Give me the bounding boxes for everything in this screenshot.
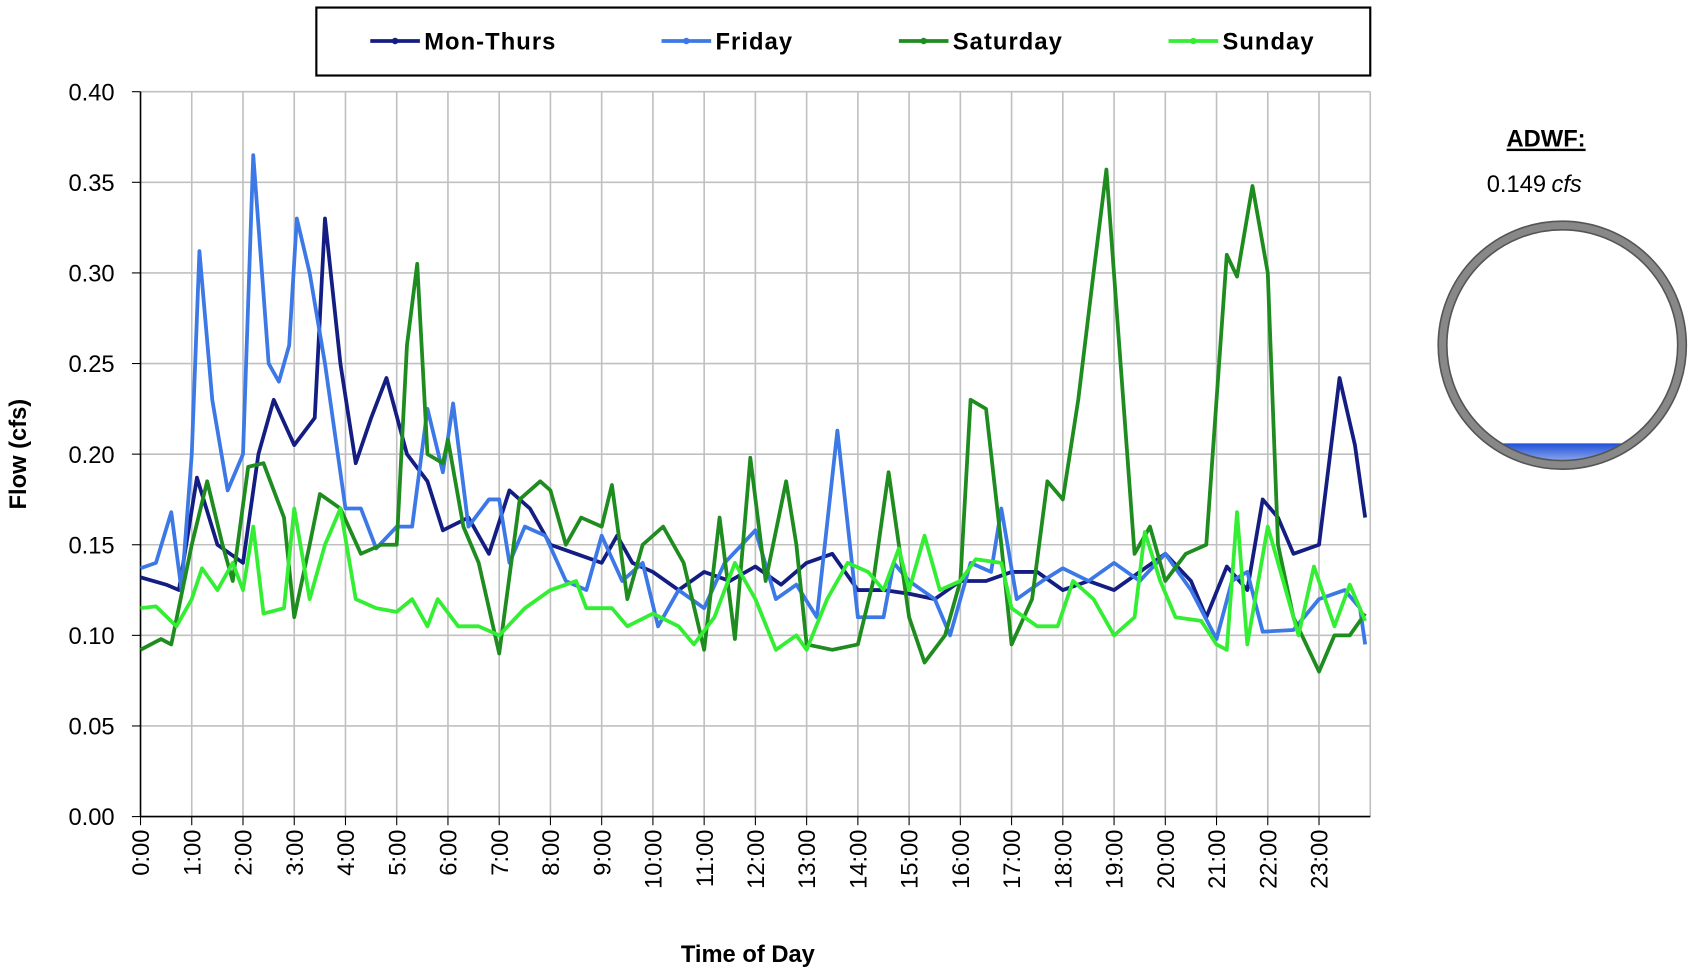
x-tick-label: 8:00 xyxy=(539,830,565,876)
x-tick-label: 5:00 xyxy=(385,830,411,876)
x-tick-label: 10:00 xyxy=(642,830,668,889)
y-tick-label: 0.35 xyxy=(68,171,114,197)
x-tick-label: 2:00 xyxy=(232,830,258,876)
x-tick-label: 3:00 xyxy=(283,830,309,876)
x-axis-label: Time of Day xyxy=(681,942,816,968)
x-tick-label: 16:00 xyxy=(949,830,975,889)
x-tick-label: 11:00 xyxy=(693,830,719,888)
y-tick-label: 0.20 xyxy=(68,443,114,469)
x-tick-label: 19:00 xyxy=(1103,830,1129,889)
x-tick-label: 1:00 xyxy=(180,830,206,876)
legend-marker xyxy=(683,37,690,45)
y-tick-label: 0.05 xyxy=(68,715,114,741)
legend-label: Friday xyxy=(715,30,793,56)
x-tick-label: 21:00 xyxy=(1205,830,1231,889)
legend-label: Saturday xyxy=(953,30,1063,56)
legend-marker xyxy=(920,37,927,45)
x-tick-label: 6:00 xyxy=(437,830,463,876)
adwf-value: 0.149 xyxy=(1487,172,1546,198)
pipe-outline xyxy=(1437,220,1688,471)
x-tick-label: 9:00 xyxy=(590,830,616,876)
y-tick-label: 0.25 xyxy=(68,352,114,378)
adwf-panel: ADWF: 0.149 cfs xyxy=(1437,127,1688,471)
pipe-inline xyxy=(1446,228,1679,462)
x-tick-label: 7:00 xyxy=(488,830,514,876)
x-tick-label: 4:00 xyxy=(334,830,360,876)
y-tick-label: 0.00 xyxy=(68,805,114,831)
x-tick-label: 22:00 xyxy=(1256,830,1282,889)
pipe xyxy=(1438,221,1687,470)
legend-label: Sunday xyxy=(1222,30,1314,56)
x-tick-label: 18:00 xyxy=(1051,830,1077,889)
y-tick-label: 0.40 xyxy=(68,80,114,106)
y-axis-label: Flow (cfs) xyxy=(6,399,32,510)
x-tick-label: 12:00 xyxy=(744,830,770,889)
x-tick-label: 20:00 xyxy=(1154,830,1180,889)
pipe-water xyxy=(1445,443,1679,462)
series-line xyxy=(140,216,1368,620)
series-line xyxy=(140,506,1367,652)
x-tick-label: 23:00 xyxy=(1308,830,1334,889)
y-tick-label: 0.30 xyxy=(68,262,114,288)
x-tick-label: 17:00 xyxy=(1000,830,1026,889)
legend-marker xyxy=(1190,37,1197,45)
adwf-label: ADWF: xyxy=(1507,127,1586,153)
x-tick-label: 0:00 xyxy=(129,830,155,876)
x-tick-label: 14:00 xyxy=(846,830,872,889)
legend-marker xyxy=(391,37,399,45)
series-line xyxy=(139,167,1367,674)
legend-label: Mon-Thurs xyxy=(424,30,556,56)
x-tick-label: 13:00 xyxy=(795,830,821,889)
y-tick-label: 0.15 xyxy=(68,533,114,559)
y-tick-label: 0.10 xyxy=(68,624,114,650)
x-tick-label: 15:00 xyxy=(898,830,924,889)
adwf-unit: cfs xyxy=(1551,172,1581,198)
series-line xyxy=(139,153,1368,645)
